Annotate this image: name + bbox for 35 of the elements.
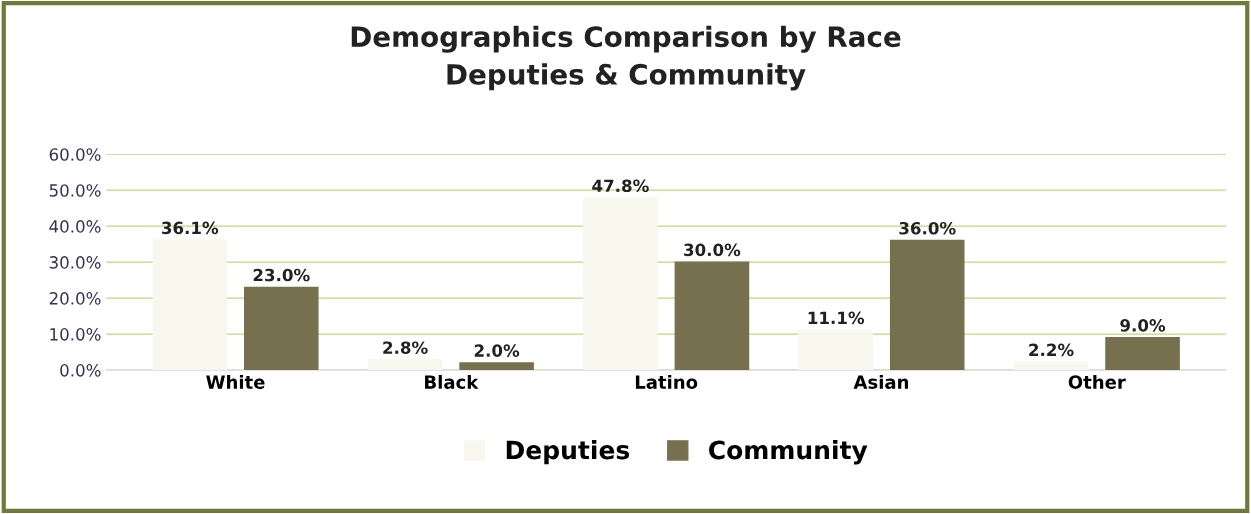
data-label: 36.1% bbox=[161, 221, 219, 235]
y-tick-label: 40.0% bbox=[49, 220, 101, 233]
data-label: 30.0% bbox=[684, 243, 741, 257]
x-tick-label: Latino bbox=[635, 374, 698, 389]
data-label: 2.8% bbox=[383, 341, 428, 354]
x-tick-label: Other bbox=[1068, 374, 1126, 389]
bar bbox=[889, 239, 965, 371]
y-tick-label: 60.0% bbox=[49, 148, 101, 161]
bar bbox=[674, 261, 750, 371]
bar bbox=[367, 359, 443, 371]
y-tick-label: 20.0% bbox=[49, 292, 101, 305]
x-tick-label: Asian bbox=[853, 374, 909, 389]
legend-label: Community bbox=[709, 440, 868, 465]
chart-title: Demographics Comparison by Race Deputies & Community bbox=[351, 25, 901, 91]
y-tick-label: 0.0% bbox=[60, 364, 101, 377]
y-tick-label: 30.0% bbox=[49, 256, 101, 269]
legend-label: Deputies bbox=[506, 440, 630, 465]
data-label: 23.0% bbox=[253, 268, 310, 282]
x-tick-label: White bbox=[206, 374, 265, 389]
bar bbox=[798, 329, 874, 371]
y-tick-label: 10.0% bbox=[50, 328, 101, 341]
bar bbox=[152, 239, 228, 371]
data-label: 2.0% bbox=[474, 344, 520, 357]
data-label: 2.2% bbox=[1029, 343, 1074, 357]
data-label: 9.0% bbox=[1120, 319, 1166, 332]
data-label: 36.0% bbox=[899, 221, 956, 235]
bar bbox=[1105, 337, 1180, 371]
bar bbox=[459, 362, 534, 371]
bar bbox=[1013, 361, 1089, 371]
y-tick-label: 50.0% bbox=[49, 184, 101, 197]
bar bbox=[243, 286, 319, 371]
data-label: 11.1% bbox=[808, 311, 865, 325]
bar bbox=[583, 197, 658, 371]
data-label: 47.8% bbox=[592, 179, 649, 193]
x-tick-label: Black bbox=[425, 374, 479, 389]
